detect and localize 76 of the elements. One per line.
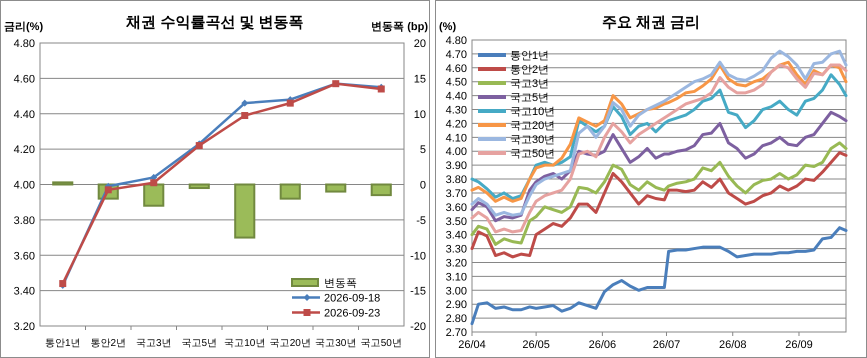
y-tick-label: 4.50 [446, 76, 467, 89]
legend-label: 국고20년 [510, 120, 556, 132]
legend-label: 통안2년 [510, 64, 550, 76]
legend-label: 2026-09-23 [324, 308, 380, 320]
y-tick-label: 3.90 [446, 160, 467, 172]
y-tick-label: 3.40 [446, 230, 467, 242]
x-tick-label: 국고3년 [136, 338, 172, 349]
x-tick-label: 26/08 [718, 339, 746, 351]
x-tick-label: 국고20년 [270, 338, 311, 349]
y-tick-label: 3.00 [446, 285, 467, 298]
y-tick-label: 4.10 [446, 132, 467, 144]
y-tick-label: 4.60 [14, 73, 35, 86]
y-tick-label: 4.80 [446, 35, 467, 47]
y-tick-label: 4.40 [14, 108, 35, 121]
x-tick-label: 26/06 [588, 339, 616, 351]
y-tick-label: 4.70 [446, 48, 467, 61]
y2-tick-label: 5 [420, 144, 426, 156]
y-tick-label: 3.30 [446, 244, 467, 256]
y-tick-label: 4.00 [446, 146, 467, 158]
y-tick-label: 3.80 [14, 214, 35, 227]
legend-label: 2026-09-18 [324, 292, 380, 304]
y2-axis-title: 변동폭 (bp) [371, 21, 428, 33]
y-axis-title: 금리(%) [4, 21, 44, 33]
y-tick-label: 3.10 [446, 271, 467, 284]
y-tick-label: 3.60 [446, 202, 467, 214]
y2-tick-label: 15 [414, 73, 426, 86]
y-tick-label: 3.40 [14, 286, 35, 298]
legend-label: 국고5년 [510, 92, 550, 104]
legend-label: 변동폭 [324, 278, 357, 290]
y-tick-label: 4.40 [446, 90, 467, 103]
x-tick-label: 26/09 [785, 339, 813, 351]
legend-label: 국고10년 [510, 106, 556, 118]
y2-tick-label: -10 [410, 250, 426, 262]
chart-title: 채권 수익률곡선 및 변동폭 [125, 14, 304, 31]
x-tick-label: 26/07 [652, 339, 680, 351]
x-tick-label: 국고30년 [315, 338, 356, 349]
x-tick-label: 통안2년 [90, 338, 126, 349]
y-tick-label: 3.20 [14, 321, 35, 333]
legend-label: 국고50년 [510, 148, 556, 160]
x-tick-label: 국고5년 [181, 338, 218, 349]
y-axis-title: (%) [439, 21, 456, 33]
y-tick-label: 3.50 [446, 216, 467, 228]
y-tick-label: 3.70 [446, 188, 467, 200]
y2-tick-label: 20 [414, 38, 426, 50]
y-tick-label: 3.60 [14, 250, 35, 262]
legend-label: 통안1년 [510, 50, 550, 62]
y-tick-label: 4.60 [446, 62, 467, 75]
y-tick-label: 4.00 [14, 180, 35, 192]
x-tick-label: 26/04 [458, 339, 486, 351]
legend-label: 국고30년 [510, 134, 556, 146]
point [286, 100, 294, 107]
y2-tick-label: 10 [414, 108, 426, 121]
chart-title: 주요 채권 금리 [602, 14, 700, 31]
y2-tick-label: -5 [416, 214, 426, 227]
legend-label: 국고3년 [510, 78, 550, 90]
y-tick-label: 4.80 [14, 38, 35, 50]
x-tick-label: 통안1년 [44, 338, 81, 349]
point [150, 179, 158, 186]
y-tick-label: 4.30 [446, 104, 467, 117]
x-tick-label: 국고50년 [360, 338, 402, 349]
y2-tick-label: 0 [420, 180, 426, 192]
y-tick-label: 3.80 [446, 174, 467, 186]
y-tick-label: 4.20 [14, 144, 35, 156]
y2-tick-label: -20 [410, 321, 426, 333]
y-tick-label: 2.70 [446, 327, 467, 339]
y-tick-label: 4.20 [446, 118, 467, 130]
y-tick-label: 2.80 [446, 313, 467, 326]
line-series [470, 64, 848, 234]
y2-tick-label: -15 [410, 286, 426, 298]
x-tick-label: 국고10년 [224, 338, 266, 349]
y-tick-label: 2.90 [446, 299, 467, 312]
line-series [470, 226, 848, 326]
point [241, 100, 248, 107]
x-tick-label: 26/05 [522, 339, 550, 351]
point [241, 112, 248, 120]
y-tick-label: 3.20 [446, 257, 467, 270]
